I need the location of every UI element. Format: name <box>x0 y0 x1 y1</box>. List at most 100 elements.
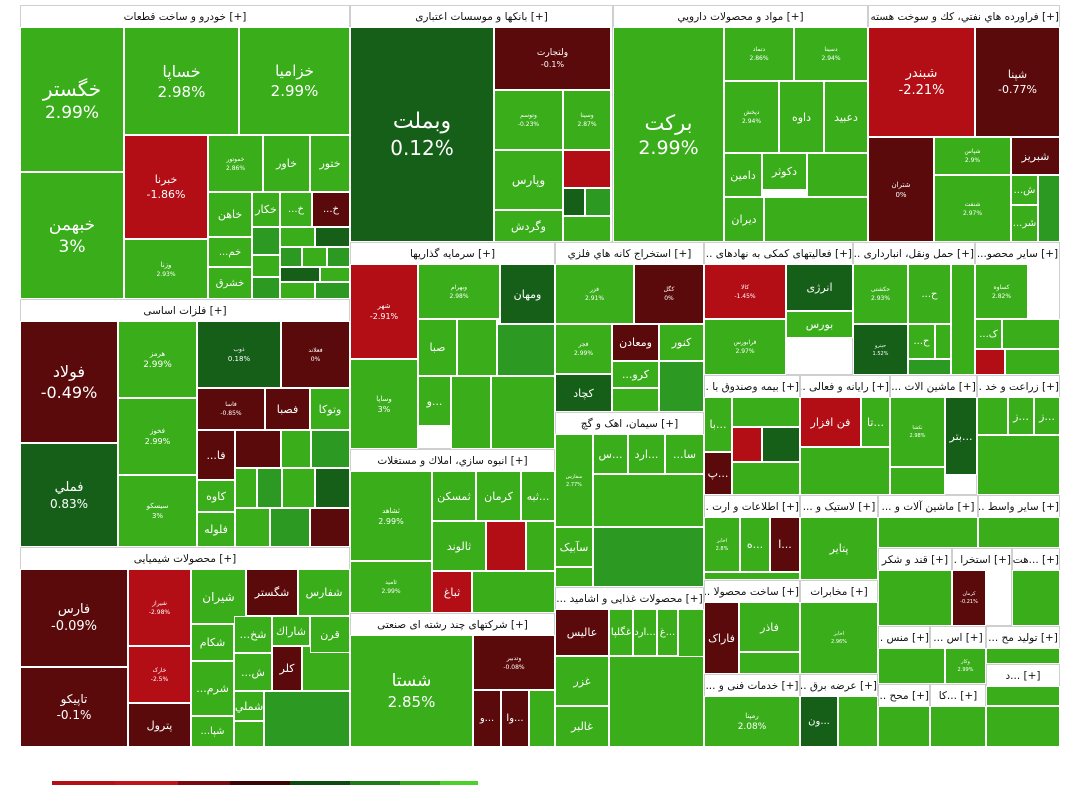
stock-tile[interactable]: ...ا <box>770 517 800 572</box>
stock-tile[interactable]: غگلپا <box>609 609 633 656</box>
stock-tile[interactable] <box>315 282 350 299</box>
stock-tile[interactable]: ...و <box>418 376 451 426</box>
stock-tile[interactable] <box>1012 570 1060 626</box>
stock-tile[interactable]: فاسا -0.85% <box>197 388 265 430</box>
stock-tile[interactable]: اخابر 2.8% <box>704 517 740 572</box>
stock-tile[interactable]: ...وا <box>501 690 529 747</box>
sector-title[interactable]: [+] ساخت محصولا ... <box>705 586 799 598</box>
stock-tile[interactable] <box>252 255 280 277</box>
stock-tile[interactable]: ...ارد <box>628 434 665 474</box>
stock-tile[interactable]: خبرنا -1.86% <box>124 135 208 239</box>
stock-tile[interactable] <box>951 264 975 375</box>
sector-title[interactable]: [+] اطلاعات و ارت ... <box>705 501 799 513</box>
stock-tile[interactable]: شیران <box>191 569 246 624</box>
stock-tile[interactable] <box>280 267 320 282</box>
stock-tile[interactable]: شستا 2.85% <box>350 635 473 747</box>
stock-tile[interactable]: رمپنا 2.08% <box>704 696 800 747</box>
stock-tile[interactable] <box>302 247 327 267</box>
stock-tile[interactable]: فملي 0.83% <box>20 443 118 547</box>
stock-tile[interactable] <box>978 517 1060 548</box>
stock-tile[interactable] <box>878 570 952 626</box>
sector-title[interactable]: [+] سایر محصو... <box>976 248 1059 260</box>
stock-tile[interactable]: وسینا 2.87% <box>563 90 611 150</box>
stock-tile[interactable]: ...پ <box>704 452 732 495</box>
stock-tile[interactable]: ...و <box>473 690 501 747</box>
stock-tile[interactable] <box>327 247 350 267</box>
sector-title[interactable]: [+] اس ... <box>933 632 983 644</box>
stock-tile[interactable] <box>252 277 280 299</box>
stock-tile[interactable] <box>593 474 704 527</box>
sector-title[interactable]: [+] فراورده هاي نفتي، كك و سوخت هسته اي <box>869 11 1059 23</box>
stock-tile[interactable] <box>1005 349 1060 375</box>
stock-tile[interactable] <box>270 508 310 547</box>
stock-tile[interactable] <box>986 648 1060 664</box>
stock-tile[interactable] <box>890 467 945 495</box>
stock-tile[interactable]: حکشتی 2.93% <box>853 264 908 324</box>
stock-tile[interactable]: خم... <box>208 237 252 267</box>
stock-tile[interactable] <box>280 247 302 267</box>
stock-tile[interactable] <box>807 153 868 197</box>
stock-tile[interactable] <box>563 216 611 242</box>
stock-tile[interactable]: دسینا 2.94% <box>794 27 868 81</box>
stock-tile[interactable]: ثامید 2.99% <box>350 561 432 613</box>
stock-tile[interactable]: ومعادن <box>612 324 659 361</box>
stock-tile[interactable]: دتماد 2.86% <box>724 27 794 81</box>
stock-tile[interactable]: شپاس 2.9% <box>934 137 1011 175</box>
sector-title[interactable]: [+] خودرو و ساخت قطعات <box>123 11 247 23</box>
sector-title[interactable]: [+] زراعت و خد ... <box>978 381 1059 393</box>
stock-tile[interactable]: شهر -2.91% <box>350 264 418 359</box>
stock-tile[interactable] <box>486 521 526 571</box>
sector-title[interactable]: [+] مخابرات <box>810 586 868 598</box>
stock-tile[interactable] <box>315 468 350 508</box>
stock-tile[interactable] <box>281 430 311 468</box>
stock-tile[interactable] <box>704 572 800 580</box>
stock-tile[interactable]: ...ارد <box>633 609 657 656</box>
stock-tile[interactable]: وتوکا <box>310 388 350 430</box>
stock-tile[interactable]: خ... <box>312 192 350 227</box>
stock-tile[interactable]: برکت 2.99% <box>613 27 724 242</box>
stock-tile[interactable]: ثمسکن <box>432 471 476 521</box>
stock-tile[interactable] <box>1038 175 1060 242</box>
stock-tile[interactable] <box>609 656 704 747</box>
stock-tile[interactable]: ...بتر <box>945 397 977 475</box>
stock-tile[interactable]: ...ثبه <box>521 471 555 521</box>
stock-tile[interactable] <box>593 527 704 587</box>
stock-tile[interactable]: وزنا 2.93% <box>124 239 208 299</box>
stock-tile[interactable]: فارس -0.09% <box>20 569 128 667</box>
stock-tile[interactable]: اخابر 2.96% <box>800 602 878 674</box>
stock-tile[interactable] <box>732 397 800 427</box>
stock-tile[interactable] <box>451 376 491 449</box>
stock-tile[interactable] <box>526 521 555 571</box>
stock-tile[interactable]: خشرق <box>208 267 252 299</box>
stock-tile[interactable]: انرژی <box>786 264 853 311</box>
stock-tile[interactable] <box>529 690 555 747</box>
stock-tile[interactable]: کنور <box>659 324 704 361</box>
stock-tile[interactable]: ...ز <box>1008 397 1034 435</box>
sector-title[interactable]: [+] خدمات فنی و ... <box>705 680 799 692</box>
stock-tile[interactable] <box>908 359 951 375</box>
stock-tile[interactable] <box>930 706 986 747</box>
stock-tile[interactable]: هرمز 2.99% <box>118 321 197 398</box>
sector-title[interactable]: [+] ...کا <box>938 690 978 702</box>
stock-tile[interactable]: خزامیا 2.99% <box>239 27 350 135</box>
stock-tile[interactable] <box>977 435 1060 495</box>
stock-tile[interactable]: خکار <box>252 192 280 227</box>
stock-tile[interactable] <box>659 361 704 412</box>
stock-tile[interactable] <box>878 517 978 548</box>
stock-tile[interactable]: شر... <box>1011 205 1038 242</box>
sector-title[interactable]: [+] سرمايه گذاريها <box>409 248 496 260</box>
stock-tile[interactable]: ...ون <box>800 696 838 747</box>
stock-tile[interactable]: خموتور 2.86% <box>208 135 263 192</box>
stock-tile[interactable]: فلوله <box>197 512 235 547</box>
sector-title[interactable]: [+] مواد و محصولات دارويي <box>677 11 804 23</box>
stock-tile[interactable]: غالبر <box>555 706 609 747</box>
stock-tile[interactable]: داوه <box>779 81 824 153</box>
stock-tile[interactable]: فخوز 2.99% <box>118 398 197 475</box>
sector-title[interactable]: [+] تولید مح ... <box>988 632 1058 644</box>
stock-tile[interactable] <box>935 324 951 359</box>
stock-tile[interactable]: خارک -2.5% <box>128 646 191 703</box>
sector-title[interactable]: [+] بانکها و موسسات اعتباری <box>415 11 548 23</box>
stock-tile[interactable] <box>315 227 350 247</box>
stock-tile[interactable]: فاذر <box>739 602 800 652</box>
stock-tile[interactable]: ش... <box>234 653 272 691</box>
